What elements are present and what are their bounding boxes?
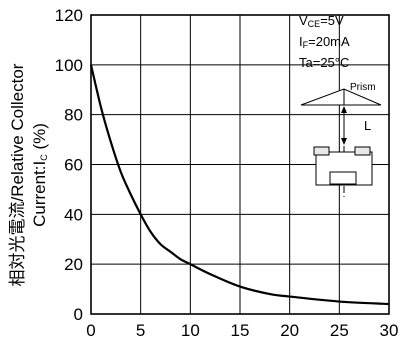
plot-frame — [90, 14, 390, 315]
y-tick-labels: 0 20 40 60 80 100 120 — [55, 6, 83, 324]
relative-current-curve — [89, 64, 390, 306]
y-axis-label-line1: 相対光電流/Relative Collector — [8, 63, 27, 286]
distance-arrow-head-up — [341, 106, 347, 113]
x-tick-label: 20 — [280, 321, 299, 340]
condition-vce: VCE=5V — [299, 13, 344, 29]
y-axis-label: 相対光電流/Relative Collector Current:IC (%) — [8, 63, 49, 286]
x-tick-labels: 0 5 10 15 20 25 30 — [86, 321, 398, 340]
condition-ta: Ta=25°C — [299, 55, 349, 70]
y-tick-label: 60 — [64, 156, 83, 175]
x-tick-label: 30 — [380, 321, 399, 340]
curve-layer — [89, 64, 390, 306]
y-tick-label: 100 — [55, 56, 83, 75]
y-axis-label-line2: Current:IC (%) — [30, 123, 49, 227]
measurement-setup-diagram: Prism L — [300, 82, 382, 197]
condition-if: IF=20mA — [299, 34, 350, 50]
y-tick-label: 120 — [55, 6, 83, 25]
x-tick-label: 5 — [136, 321, 145, 340]
y-tick-label: 20 — [64, 255, 83, 274]
sensor-element — [329, 171, 357, 185]
x-tick-label: 15 — [231, 321, 250, 340]
x-tick-label: 25 — [330, 321, 349, 340]
y-tick-label: 40 — [64, 205, 83, 224]
conditions-legend: VCE=5V IF=20mA Ta=25°C — [299, 13, 350, 70]
sensor-right-window — [354, 146, 371, 156]
distance-arrow-head-down — [341, 138, 347, 145]
x-tick-label: 10 — [181, 321, 200, 340]
x-tick-label: 0 — [86, 321, 95, 340]
distance-label: L — [364, 118, 371, 133]
prism-shape — [300, 88, 382, 106]
y-tick-label: 0 — [74, 305, 83, 324]
prism-label: Prism — [350, 82, 376, 93]
sensor-left-window — [313, 146, 330, 156]
y-tick-label: 80 — [64, 106, 83, 125]
